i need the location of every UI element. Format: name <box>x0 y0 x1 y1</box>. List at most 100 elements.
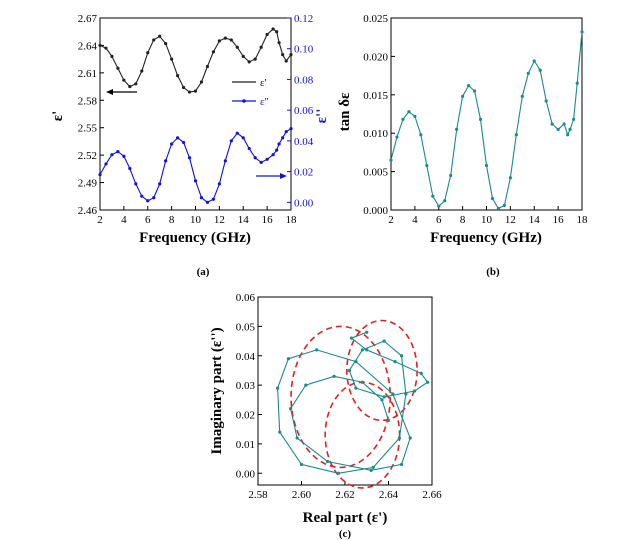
legend-label-eps-imag: ε'' <box>260 96 269 108</box>
panel-c-xlabel: Real part (ε') <box>303 510 388 526</box>
panel-b-xtick-label: 6 <box>436 214 442 226</box>
panel-a-xlabel: Frequency (GHz) <box>139 230 251 246</box>
cole-cole-point <box>278 430 282 434</box>
eps-real-point <box>217 39 221 43</box>
eps-real-point <box>235 45 239 49</box>
panel-c-ytick-label: 0.03 <box>236 380 256 392</box>
eps-real-point <box>110 54 114 59</box>
tan-delta-point <box>575 81 579 85</box>
eps-real-point <box>259 45 263 49</box>
panel-b-ytick-label: 0.020 <box>363 51 388 63</box>
tan-delta-point <box>461 94 465 98</box>
panel-a-xtick-label: 16 <box>262 214 274 226</box>
panel-a-left-ytick-label: 2.58 <box>78 95 98 107</box>
eps-real-point <box>277 41 281 45</box>
panel-b-ytick-label: 0.025 <box>363 13 388 25</box>
panel-a-ylabel-left: ε' <box>50 111 66 122</box>
cole-cole-point <box>295 436 299 440</box>
tan-delta-point <box>526 71 530 75</box>
eps-real-point <box>289 52 293 57</box>
panel-c-ytick-label: 0.02 <box>236 410 255 422</box>
tan-delta-point <box>568 127 572 131</box>
panel-a-left-ytick-label: 2.46 <box>78 205 98 217</box>
eps-imag-point <box>170 142 174 146</box>
panel-a-right-ytick-label: 0.06 <box>294 105 314 117</box>
panel-b-xlabel: Frequency (GHz) <box>430 230 542 246</box>
panel-a-right-ytick-label: 0.02 <box>294 167 313 179</box>
cole-cole-circle <box>290 325 392 469</box>
eps-real-point <box>116 66 120 70</box>
tan-delta-point <box>395 135 399 139</box>
tan-delta-point <box>514 133 518 137</box>
cole-cole-point <box>336 471 341 475</box>
cole-cole-point <box>347 368 351 373</box>
eps-real-point <box>247 60 251 64</box>
panel-b-xtick-label: 4 <box>412 214 418 226</box>
eps-imag-point <box>275 148 279 152</box>
tan-delta-point <box>562 122 566 126</box>
eps-real-point <box>104 46 108 50</box>
panel-a-caption: (a) <box>197 266 210 278</box>
panel-a-left-ytick-label: 2.52 <box>78 150 97 162</box>
cole-cole-circle <box>324 381 401 489</box>
panel-a-left-ytick-label: 2.49 <box>78 178 98 190</box>
cole-cole-circle <box>346 319 418 422</box>
panel-a-left-ytick-label: 2.67 <box>78 13 98 25</box>
eps-imag-point <box>134 182 138 186</box>
panel-b-ytick-label: 0.010 <box>363 128 388 140</box>
eps-imag-point <box>284 130 288 134</box>
eps-real-point <box>164 42 168 46</box>
tan-delta-point <box>544 99 548 103</box>
eps-real-point <box>146 51 150 55</box>
tan-delta-point <box>389 158 393 162</box>
tan-delta-line <box>390 31 583 210</box>
tan-delta-point <box>431 194 435 198</box>
panel-c-xtick-label: 2.60 <box>292 489 312 501</box>
tan-delta-point <box>407 110 411 114</box>
panel-b-ylabel: tan δε <box>337 92 353 131</box>
eps-imag-point <box>110 153 114 157</box>
panel-a-right-ytick-label: 0.12 <box>294 13 313 25</box>
panel-b-ytick-label: 0.005 <box>363 167 388 179</box>
legend: ε' ε'' <box>232 77 269 108</box>
eps-imag-point <box>175 136 180 140</box>
panel-a-left-ytick-label: 2.55 <box>78 123 98 135</box>
eps-real-point <box>98 43 102 48</box>
tan-delta-point <box>532 59 536 63</box>
eps-imag-point <box>289 126 293 131</box>
eps-imag-point <box>158 182 162 186</box>
cole-cole-point <box>382 395 386 399</box>
cole-cole-point <box>404 392 408 396</box>
panel-a-xtick-label: 10 <box>190 214 202 226</box>
tan-delta-point <box>572 117 576 121</box>
cole-cole-point <box>365 330 369 334</box>
eps-imag-point <box>211 197 216 201</box>
tan-delta-point <box>520 94 524 98</box>
panel-a-right-ytick-label: 0.08 <box>294 74 314 86</box>
eps-imag-point <box>247 146 251 151</box>
tan-delta-point <box>443 199 447 203</box>
cole-cole-point <box>286 357 291 361</box>
eps-imag-line <box>99 128 292 203</box>
eps-real-point <box>140 69 144 73</box>
legend-label-eps-real: ε' <box>260 77 267 89</box>
panel-c-xtick-label: 2.64 <box>379 489 399 501</box>
panel-a-left-ytick-label: 2.61 <box>78 68 97 80</box>
cole-cole-point <box>332 374 336 378</box>
panel-a-xtick-label: 8 <box>169 214 175 226</box>
panel-c-ytick-label: 0.01 <box>236 439 255 451</box>
eps-real-point <box>181 85 186 90</box>
cole-cole-point <box>399 354 404 358</box>
cole-cole-point <box>397 436 401 440</box>
eps-imag-point <box>235 131 239 135</box>
panel-c-ytick-label: 0.06 <box>236 292 256 304</box>
tan-delta-point <box>478 117 483 121</box>
cole-cole-point <box>426 380 430 384</box>
tan-delta-point <box>437 204 441 208</box>
eps-real-point <box>199 80 204 84</box>
tan-delta-point <box>496 206 501 211</box>
eps-real-point <box>128 84 132 89</box>
panel-a-xtick-label: 12 <box>214 214 225 226</box>
eps-imag-point <box>140 194 144 198</box>
cole-cole-point <box>369 468 373 472</box>
